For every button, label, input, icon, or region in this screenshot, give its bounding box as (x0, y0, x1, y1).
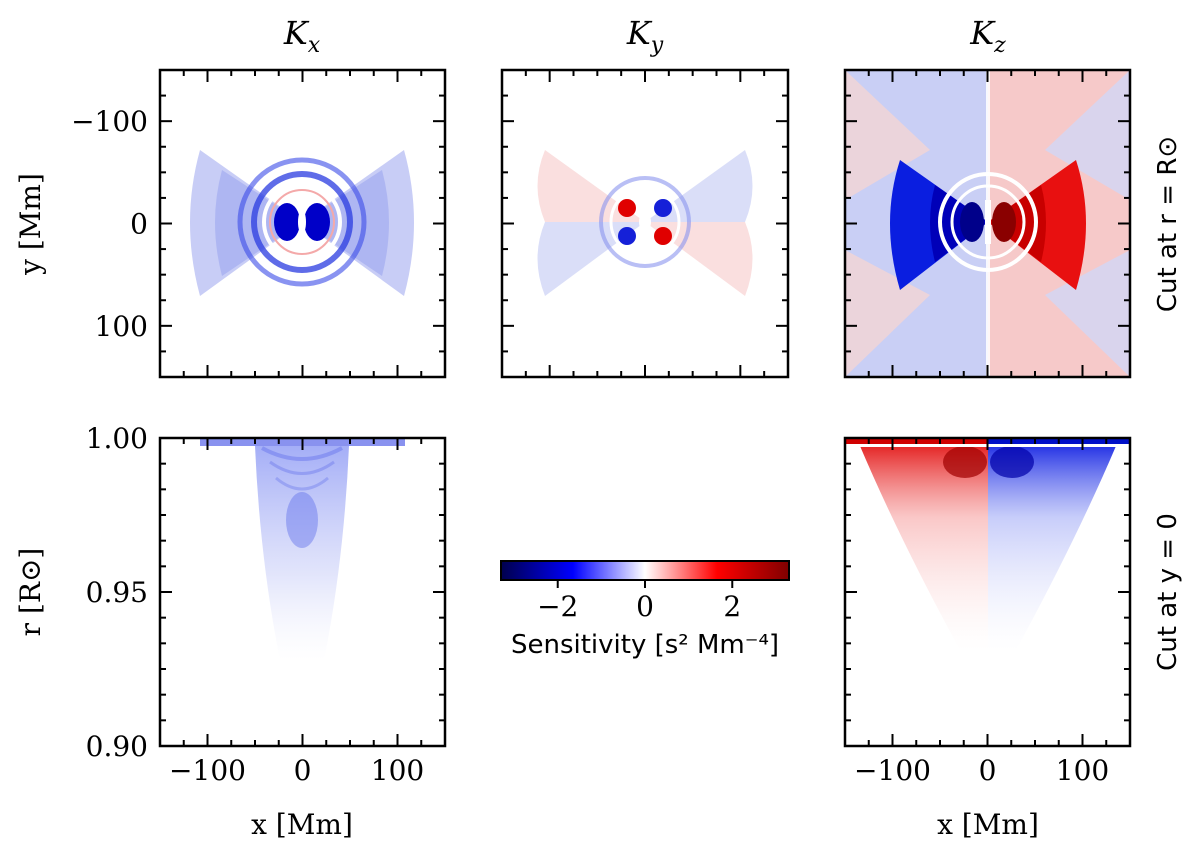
panel-ky-surface (502, 70, 788, 377)
y-tick-label: 0.95 (86, 576, 148, 609)
x-tick-label: −100 (854, 754, 931, 787)
row-label-surface: Cut at r = R⊙ (1153, 136, 1183, 312)
colorbar-tick-label: −2 (537, 590, 578, 623)
col-title-kz: Kz (969, 14, 1006, 58)
colorbar-label: Sensitivity [s² Mm⁻⁴] (511, 630, 779, 660)
top-ylabel: y [Mm] (14, 173, 47, 276)
y-tick-label: 0.90 (86, 730, 148, 763)
x-tick-label: 0 (979, 754, 997, 787)
colorbar-tick-label: 2 (723, 590, 741, 623)
y-tick-label: 100 (95, 310, 148, 343)
y-tick-label: 1.00 (86, 422, 148, 455)
col-title-kx: Kx (283, 14, 321, 58)
y-tick-label: 0 (130, 208, 148, 241)
panel-kx-surface (160, 70, 445, 377)
x-tick-label: 100 (371, 754, 424, 787)
panel-kz-depth (845, 438, 1130, 746)
bottom-ylabel: r [R⊙] (14, 548, 47, 637)
colorbar-tick-label: 0 (636, 590, 654, 623)
panel-kx-depth (160, 438, 445, 746)
y-tick-label: −100 (71, 105, 148, 138)
colorbar (500, 560, 790, 581)
xlabel-left: x [Mm] (251, 808, 353, 841)
col-title-ky: Ky (626, 14, 664, 58)
xlabel-right: x [Mm] (937, 808, 1039, 841)
row-label-depth: Cut at y = 0 (1153, 513, 1183, 671)
axis-ticks: 100 0 −100 −100 0 100 1.00 0.95 0.90 −100 0 100 −2 0 2 (71, 69, 1131, 787)
x-tick-label: 0 (294, 754, 312, 787)
x-tick-label: 100 (1056, 754, 1109, 787)
x-tick-label: −100 (169, 754, 246, 787)
panel-kz-surface (845, 70, 1130, 377)
